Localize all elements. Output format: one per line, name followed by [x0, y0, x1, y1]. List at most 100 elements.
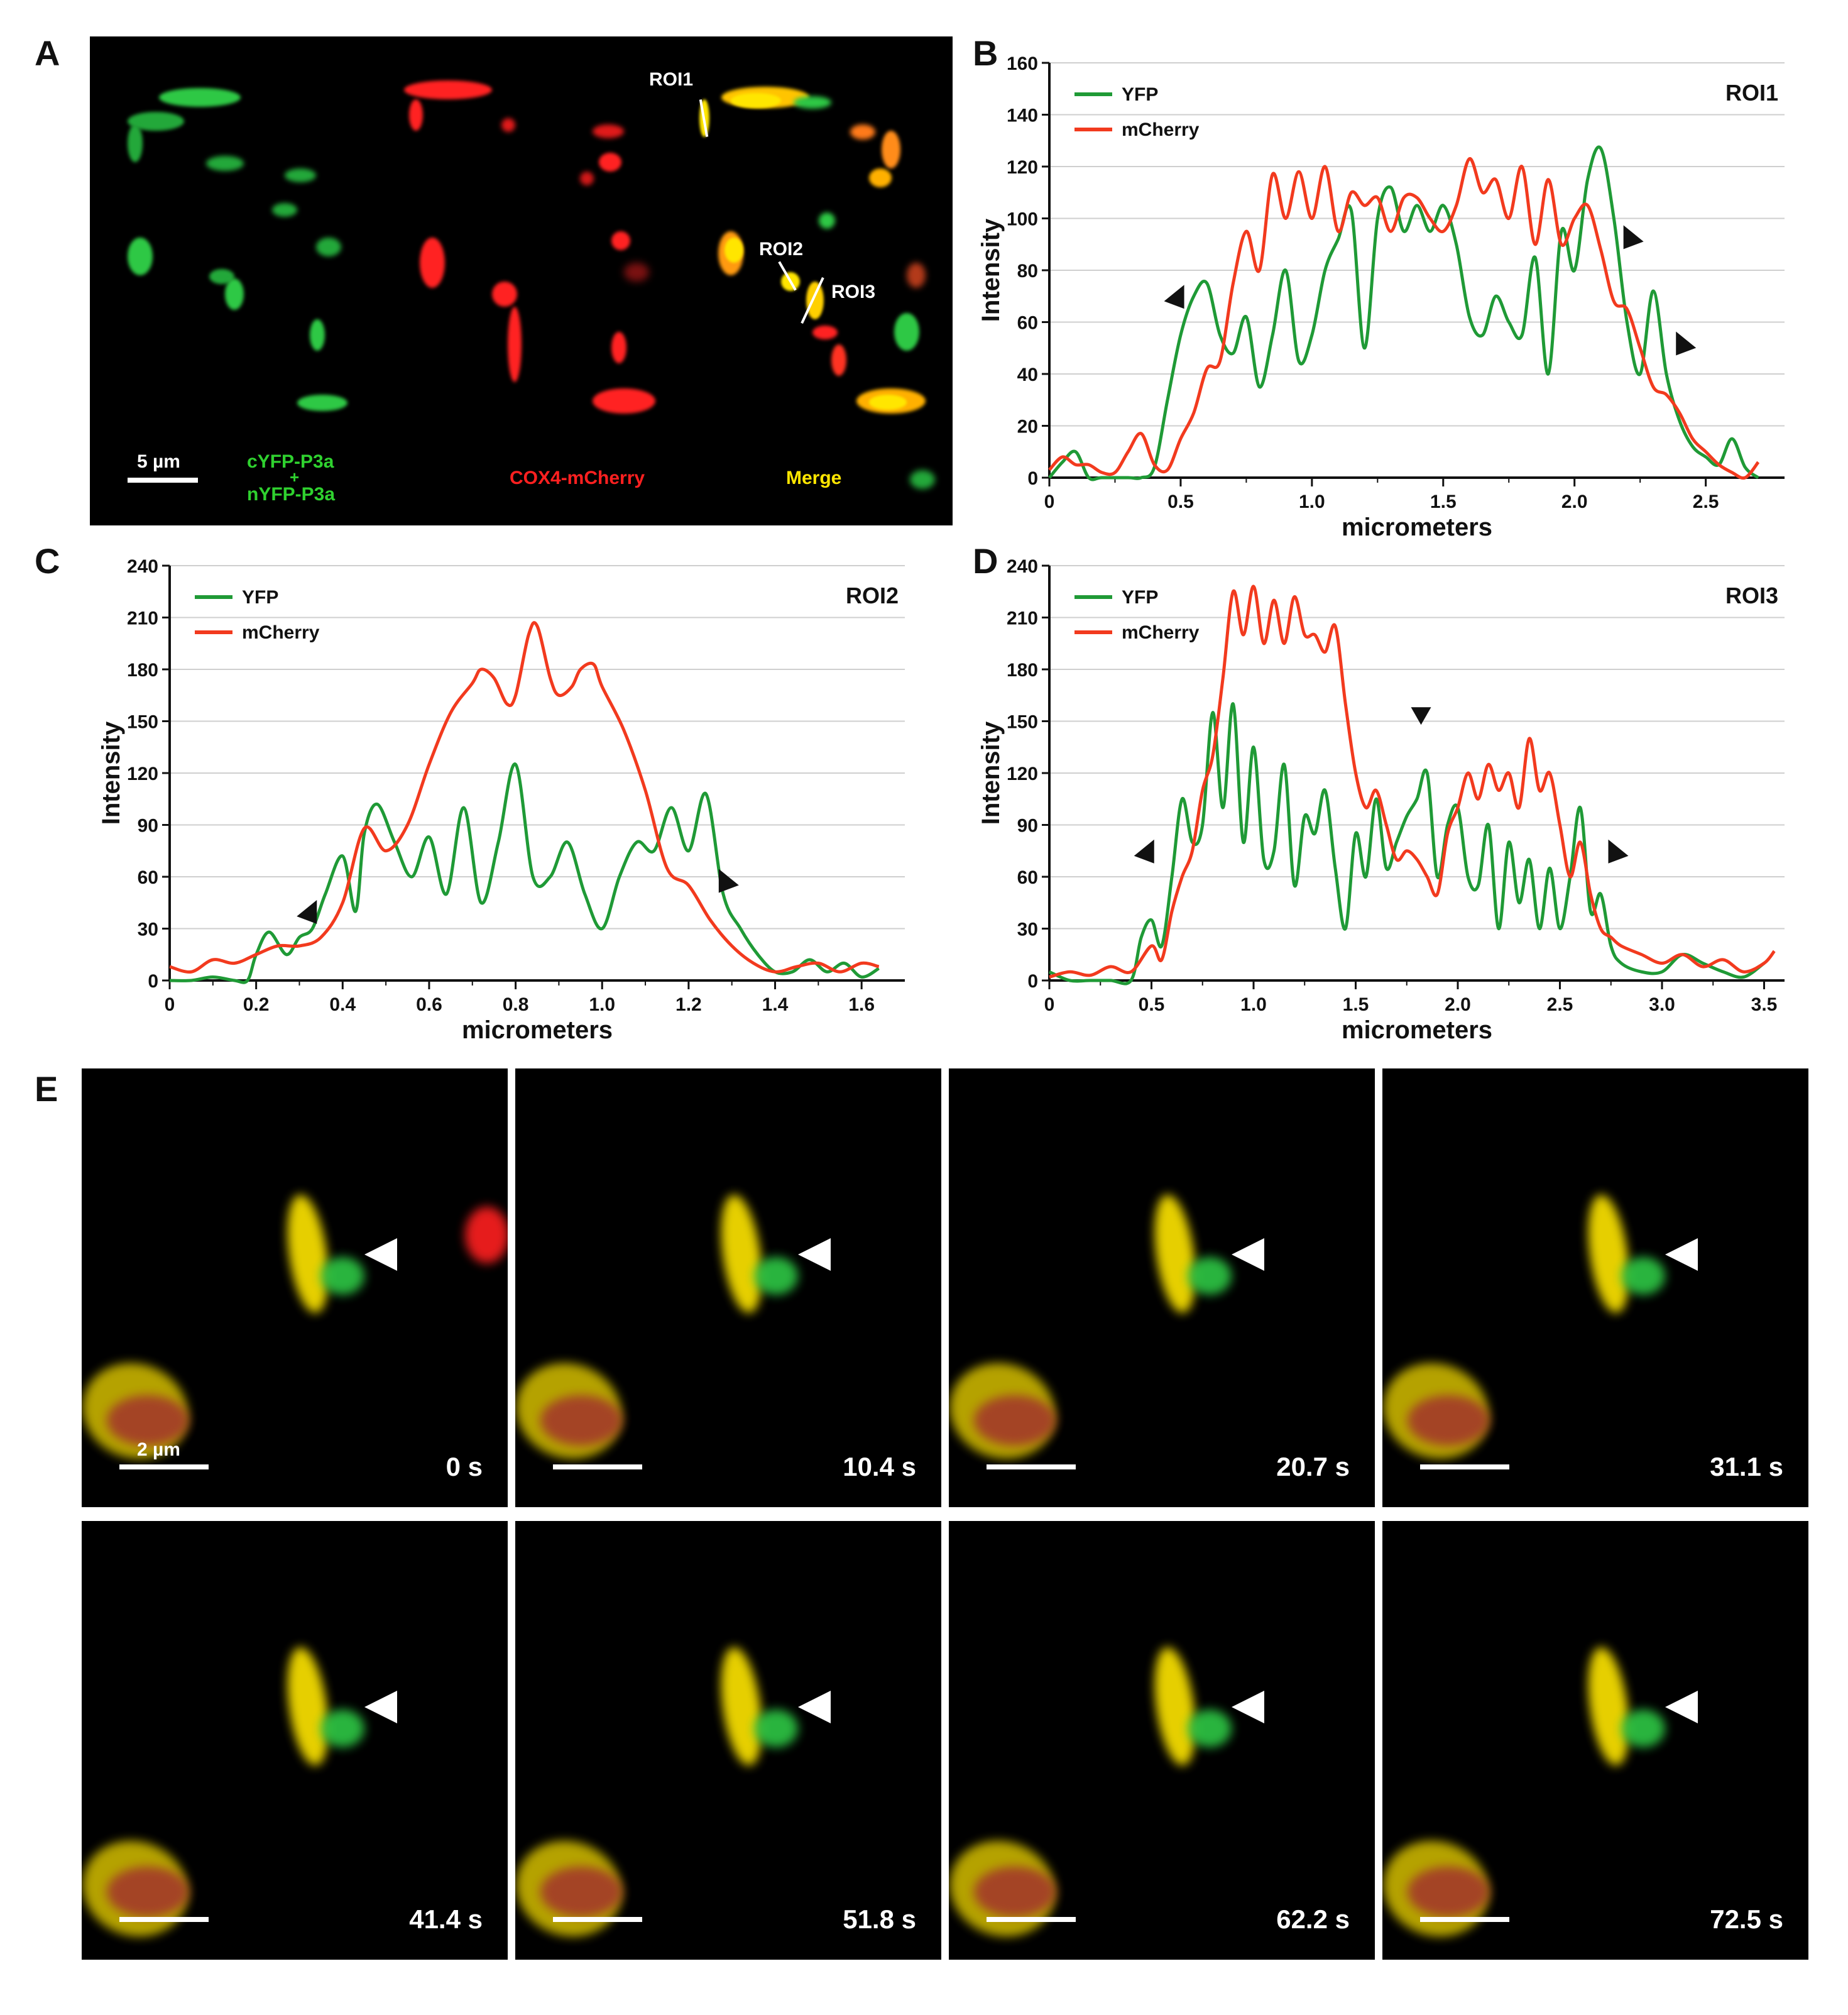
arrowhead-marker — [1623, 225, 1644, 250]
y-tick-label: 210 — [1007, 608, 1038, 629]
y-tick-label: 30 — [138, 920, 158, 940]
x-tick-label: 0.5 — [1167, 491, 1194, 512]
x-tick-label: 1.6 — [848, 994, 875, 1015]
green-label-2: nYFP-P3a — [247, 484, 336, 505]
mitochondrion-blob — [107, 1867, 189, 1917]
y-tick-label: 40 — [1017, 365, 1038, 385]
mitochondrion-blob — [1408, 1395, 1489, 1446]
timestamp-label: 62.2 s — [1276, 1904, 1350, 1934]
mitochondrion-blob — [320, 1257, 364, 1295]
x-tick-label: 0.5 — [1139, 994, 1165, 1015]
merge-label: Merge — [786, 468, 842, 488]
arrowhead-marker — [718, 869, 739, 893]
mitochondrion-blob — [281, 1192, 335, 1316]
y-tick-label: 60 — [138, 867, 158, 888]
y-tick-label: 0 — [148, 971, 158, 992]
y-tick-label: 0 — [1027, 971, 1038, 992]
y-tick-label: 120 — [1007, 157, 1038, 178]
series-line-yfp — [1048, 702, 1765, 986]
y-tick-label: 160 — [1007, 53, 1038, 74]
mitochondrion-blob — [1188, 1257, 1232, 1295]
red-label: COX4-mCherry — [510, 468, 645, 488]
arrowhead-marker — [1164, 285, 1184, 309]
timestamp-label: 0 s — [446, 1452, 483, 1481]
x-tick-label: 0 — [1044, 994, 1055, 1015]
mitochondrion-blob — [1582, 1644, 1636, 1769]
y-tick-label: 60 — [1017, 867, 1038, 888]
x-tick-label: 1.4 — [762, 994, 789, 1015]
scale-bar-e — [1420, 1464, 1509, 1469]
y-tick-label: 150 — [127, 712, 158, 733]
x-tick-label: 0.2 — [243, 994, 270, 1015]
y-tick-label: 90 — [1017, 816, 1038, 837]
x-tick-label: 1.0 — [1240, 994, 1267, 1015]
x-tick-label: 1.0 — [589, 994, 615, 1015]
timelapse-frame: 31.1 s — [1382, 1068, 1808, 1507]
chart-roi2: 0 30 60 90 120 150 180 210 240 0 0.2 0.4 0.6 0.8 1.0 1.… — [97, 556, 905, 1044]
timelapse-frame: 10.4 s — [515, 1068, 941, 1507]
scale-bar-e — [553, 1464, 642, 1469]
y-tick-label: 140 — [1007, 106, 1038, 126]
timestamp-label: 31.1 s — [1710, 1452, 1783, 1481]
x-tick-label: 2.5 — [1693, 491, 1719, 512]
timelapse-frame: 2 µm 0 s — [82, 1068, 508, 1507]
y-tick-label: 180 — [1007, 660, 1038, 681]
x-tick-label: 3.5 — [1751, 994, 1778, 1015]
timestamp-label: 41.4 s — [409, 1904, 483, 1934]
y-tick-label: 120 — [127, 764, 158, 784]
scale-bar-e — [1420, 1917, 1509, 1922]
scale-label-e: 2 µm — [137, 1439, 180, 1460]
x-tick-label: 2.0 — [1445, 994, 1471, 1015]
timelapse-frame: 20.7 s — [949, 1068, 1375, 1507]
green-label-1: cYFP-P3a — [247, 451, 334, 472]
arrowhead-marker — [1676, 331, 1697, 356]
scale-bar-e — [987, 1917, 1076, 1922]
x-tick-label: 3.0 — [1649, 994, 1675, 1015]
x-tick-label: 0.6 — [416, 994, 442, 1015]
arrowhead-icon — [364, 1238, 397, 1271]
y-tick-label: 240 — [1007, 556, 1038, 577]
timelapse-frame: 72.5 s — [1382, 1521, 1808, 1960]
x-tick-label: 1.5 — [1343, 994, 1369, 1015]
timestamp-label: 72.5 s — [1710, 1904, 1783, 1934]
timestamp-label: 10.4 s — [843, 1452, 916, 1481]
series-line-yfp — [1048, 145, 1759, 481]
panel-letter-b: B — [973, 33, 998, 73]
mitochondrion-blob — [974, 1395, 1056, 1446]
x-axis-label: micrometers — [1342, 1016, 1492, 1044]
chart-roi3: 0 30 60 90 120 150 180 210 240 0 0.5 1.0 1.5 2.0 2.5 3.… — [977, 556, 1785, 1044]
y-tick-label: 120 — [1007, 764, 1038, 784]
y-tick-label: 210 — [127, 608, 158, 629]
mitochondrion-blob — [540, 1867, 622, 1917]
x-tick-label: 1.2 — [675, 994, 702, 1015]
x-tick-label: 0.4 — [329, 994, 356, 1015]
scale-bar-e — [119, 1464, 209, 1469]
scale-bar-a — [128, 478, 198, 483]
legend-label: YFP — [1122, 84, 1158, 105]
arrowhead-icon — [1665, 1691, 1698, 1723]
mitochondrion-blob — [1621, 1710, 1665, 1747]
y-axis-label: Intensity — [977, 218, 1005, 322]
mitochondrion-blob — [1408, 1867, 1489, 1917]
timelapse-frame: 62.2 s — [949, 1521, 1375, 1960]
arrowhead-marker — [297, 900, 317, 924]
arrowhead-marker — [1134, 839, 1154, 864]
chart-title: ROI2 — [846, 583, 899, 608]
series-line-mcherry — [1048, 157, 1760, 480]
arrowhead-marker — [1608, 839, 1629, 864]
arrowhead-icon — [1232, 1691, 1264, 1723]
series-line-mcherry — [169, 621, 880, 974]
y-tick-label: 100 — [1007, 209, 1038, 230]
arrowhead-marker — [1411, 707, 1431, 725]
y-tick-label: 60 — [1017, 313, 1038, 334]
panel-a-micrograph: ROI1 ROI2 ROI3 5 µm cYFP-P3a + nYFP-P3a … — [90, 36, 953, 525]
legend-label: YFP — [242, 587, 278, 608]
mitochondrion-blob — [1621, 1257, 1665, 1295]
roi1-label: ROI1 — [649, 69, 694, 90]
timelapse-frame: 41.4 s — [82, 1521, 508, 1960]
x-axis-label: micrometers — [462, 1016, 613, 1044]
mitochondrion-blob — [1582, 1192, 1636, 1316]
y-tick-label: 20 — [1017, 417, 1038, 437]
y-tick-label: 180 — [127, 660, 158, 681]
x-tick-label: 1.0 — [1299, 491, 1325, 512]
